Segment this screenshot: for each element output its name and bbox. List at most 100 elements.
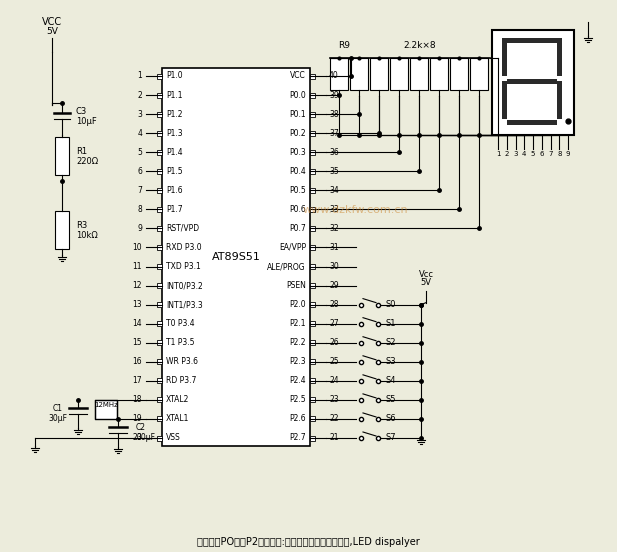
- Text: EA/VPP: EA/VPP: [279, 243, 306, 252]
- Text: P1.3: P1.3: [166, 129, 183, 137]
- Text: P2.5: P2.5: [289, 395, 306, 405]
- Bar: [492, 30, 574, 135]
- Bar: [450, 58, 468, 90]
- Text: S4: S4: [386, 376, 397, 385]
- Text: WR P3.6: WR P3.6: [166, 357, 198, 367]
- Text: 3: 3: [513, 151, 518, 157]
- Text: P1.5: P1.5: [166, 167, 183, 176]
- Text: 220Ω: 220Ω: [76, 157, 98, 166]
- Bar: [157, 245, 162, 250]
- Bar: [157, 321, 162, 326]
- Bar: [157, 150, 162, 155]
- Text: T1 P3.5: T1 P3.5: [166, 338, 194, 347]
- Bar: [370, 58, 388, 90]
- Text: S6: S6: [386, 415, 397, 423]
- Text: www.dzkfw.com.cn: www.dzkfw.com.cn: [302, 205, 408, 215]
- Text: 10kΩ: 10kΩ: [76, 231, 97, 240]
- Text: P1.0: P1.0: [166, 72, 183, 81]
- Text: 15: 15: [133, 338, 142, 347]
- Text: P2.6: P2.6: [289, 415, 306, 423]
- Text: R9: R9: [338, 41, 350, 50]
- Bar: [557, 38, 562, 76]
- Text: C3: C3: [76, 107, 87, 115]
- Text: 12: 12: [133, 281, 142, 290]
- Bar: [310, 226, 315, 231]
- Text: RD P3.7: RD P3.7: [166, 376, 196, 385]
- Text: 20: 20: [133, 433, 142, 443]
- Bar: [410, 58, 428, 90]
- Text: RST/VPD: RST/VPD: [166, 224, 199, 233]
- Text: 28: 28: [329, 300, 339, 309]
- Bar: [310, 93, 315, 98]
- Text: 6: 6: [539, 151, 544, 157]
- Text: 21: 21: [329, 433, 339, 443]
- Text: 1: 1: [137, 72, 142, 81]
- Text: XTAL1: XTAL1: [166, 415, 189, 423]
- Bar: [157, 283, 162, 288]
- Text: P2.7: P2.7: [289, 433, 306, 443]
- Text: S5: S5: [386, 395, 397, 405]
- Text: P0.6: P0.6: [289, 205, 306, 214]
- Bar: [157, 416, 162, 421]
- Bar: [157, 188, 162, 193]
- Text: RXD P3.0: RXD P3.0: [166, 243, 202, 252]
- Text: S7: S7: [386, 433, 397, 443]
- Text: P0.4: P0.4: [289, 167, 306, 176]
- Text: P2.3: P2.3: [289, 357, 306, 367]
- Text: 34: 34: [329, 186, 339, 195]
- Bar: [310, 340, 315, 345]
- Text: 27: 27: [329, 319, 339, 328]
- Bar: [310, 112, 315, 116]
- Text: 5V: 5V: [46, 28, 58, 36]
- Text: P0.1: P0.1: [289, 110, 306, 119]
- Text: 26: 26: [329, 338, 339, 347]
- Text: VSS: VSS: [166, 433, 181, 443]
- Text: 9: 9: [137, 224, 142, 233]
- Text: 单片机的PO口和P2口的结构:八路键控数码管显示制作,LED dispalyer: 单片机的PO口和P2口的结构:八路键控数码管显示制作,LED dispalyer: [197, 537, 420, 547]
- Text: P2.4: P2.4: [289, 376, 306, 385]
- Bar: [310, 73, 315, 78]
- Bar: [310, 359, 315, 364]
- Text: R1: R1: [76, 146, 87, 156]
- Text: INT0/P3.2: INT0/P3.2: [166, 281, 203, 290]
- Text: 1: 1: [495, 151, 500, 157]
- Text: P0.7: P0.7: [289, 224, 306, 233]
- Text: S2: S2: [386, 338, 397, 347]
- Bar: [557, 81, 562, 119]
- Text: P0.5: P0.5: [289, 186, 306, 195]
- Text: VCC: VCC: [290, 72, 306, 81]
- Text: 14: 14: [133, 319, 142, 328]
- Text: TXD P3.1: TXD P3.1: [166, 262, 201, 271]
- Text: 6: 6: [137, 167, 142, 176]
- Bar: [390, 58, 408, 90]
- Bar: [430, 58, 448, 90]
- Text: P0.3: P0.3: [289, 148, 306, 157]
- Bar: [310, 169, 315, 174]
- Bar: [162, 68, 310, 446]
- Text: 9: 9: [566, 151, 570, 157]
- Text: 19: 19: [133, 415, 142, 423]
- Bar: [507, 79, 557, 84]
- Text: VCC: VCC: [42, 17, 62, 27]
- Text: 5V: 5V: [421, 278, 431, 287]
- Text: 16: 16: [133, 357, 142, 367]
- Text: P2.1: P2.1: [289, 319, 306, 328]
- Text: P0.0: P0.0: [289, 91, 306, 99]
- Bar: [502, 81, 507, 119]
- Text: P1.2: P1.2: [166, 110, 183, 119]
- Text: C2: C2: [136, 423, 146, 432]
- Bar: [157, 93, 162, 98]
- Bar: [310, 207, 315, 212]
- Text: 12MHz: 12MHz: [94, 402, 118, 408]
- Text: 10: 10: [133, 243, 142, 252]
- Text: ALE/PROG: ALE/PROG: [267, 262, 306, 271]
- Bar: [157, 226, 162, 231]
- Text: XTAL2: XTAL2: [166, 395, 189, 405]
- Bar: [507, 38, 557, 43]
- Text: 30μF: 30μF: [136, 433, 155, 443]
- Text: P1.6: P1.6: [166, 186, 183, 195]
- Bar: [310, 436, 315, 440]
- Text: 5: 5: [137, 148, 142, 157]
- Text: 39: 39: [329, 91, 339, 99]
- Text: 33: 33: [329, 205, 339, 214]
